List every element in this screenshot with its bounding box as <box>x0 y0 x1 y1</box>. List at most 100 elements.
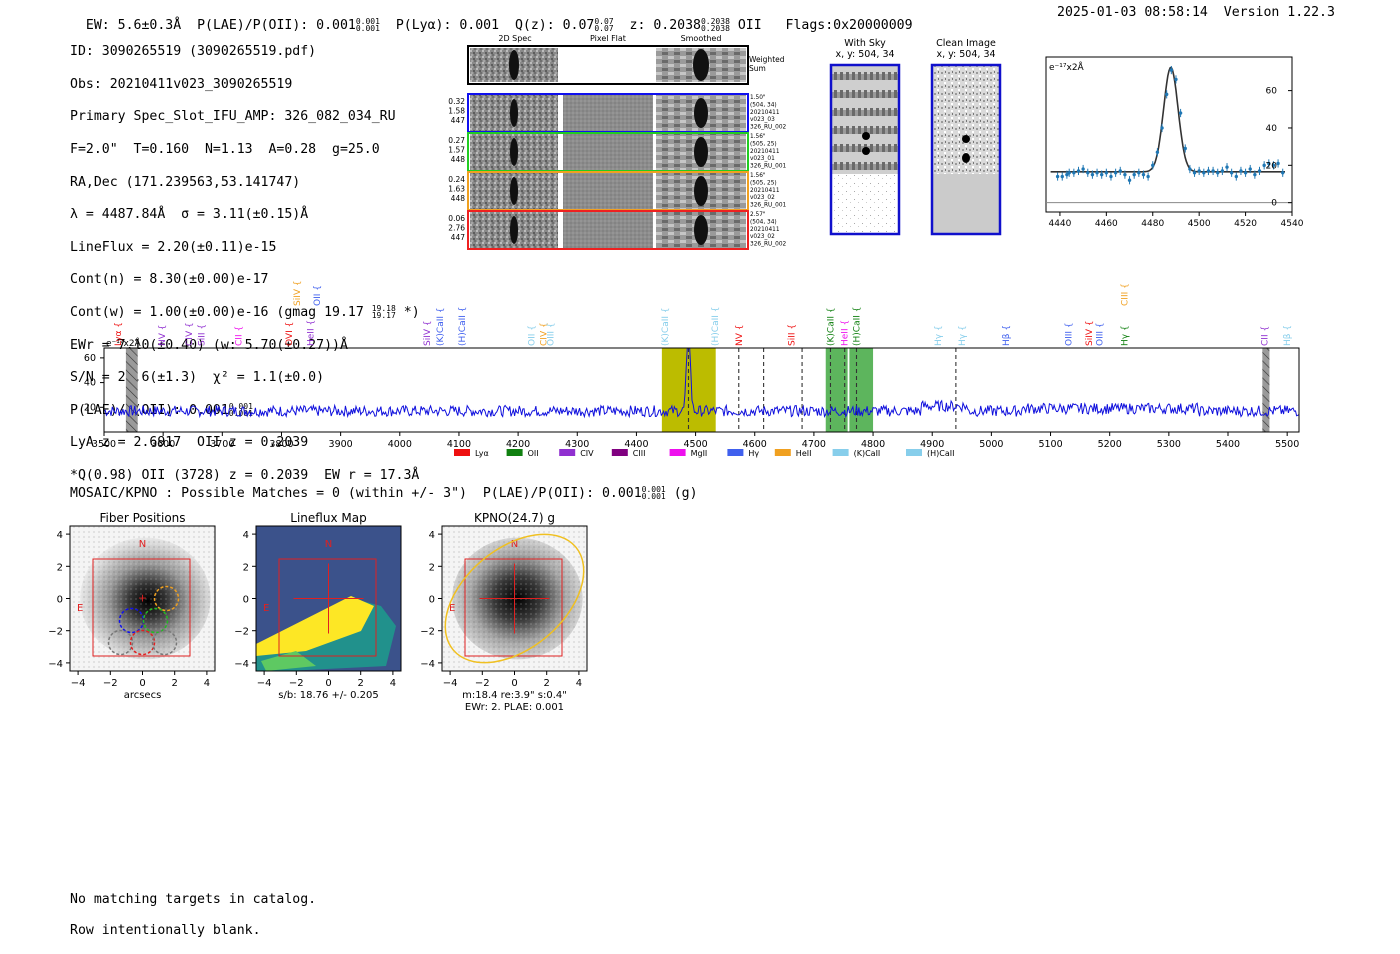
east-label: E <box>77 603 83 614</box>
header-plae-hi: 0.001 <box>355 17 380 26</box>
zoom-x-tick-label: 4480 <box>1141 219 1164 229</box>
header-version: Version 1.22.3 <box>1223 5 1335 20</box>
info-id: ID: 3090265519 (3090265519.pdf) <box>70 44 317 60</box>
mosaic-y-tick-label: 2 <box>243 562 249 573</box>
spectrum-highlight-band <box>849 348 874 432</box>
cutout-row-right-value: v023_03 <box>750 117 775 123</box>
lineflux-high-region <box>256 596 374 656</box>
cutout-row-left-value: 0.27 <box>448 136 465 145</box>
zoom-data-point <box>1243 171 1248 175</box>
mosaic-panel: Fiber Positions N E −4 −4 −2 −2 0 0 2 2 4 4 arcsecs + <box>48 511 216 701</box>
spectrum-line-label: CIV { <box>540 322 550 346</box>
cutout-emission-blob <box>510 216 518 244</box>
spectrum-line-label: (K)CaII { <box>661 307 671 346</box>
zoom-data-point <box>1160 126 1164 130</box>
zoom-data-point <box>1183 146 1187 151</box>
info-contw-lo: 19.17 <box>371 311 396 321</box>
spectrum-line-label: OVI { <box>285 322 295 346</box>
mosaic-panel-xlabel: m:18.4 re:3.9" s:0.4" <box>462 690 567 701</box>
zoom-data-point <box>1164 92 1169 97</box>
legend-label: CIV <box>580 449 594 458</box>
mosaic-panel-xlabel: s/b: 18.76 +/- 0.205 <box>278 690 378 701</box>
cutout-emission-blob-smoothed <box>694 98 708 128</box>
header-timestamp: 2025-01-03 08:58:14 <box>1057 5 1208 20</box>
spectrum-line-label: Lyα { <box>114 322 124 346</box>
header-z-line: OII <box>737 18 762 33</box>
spectrum-x-tick-label: 4400 <box>624 439 648 450</box>
header-z: z: 0.2038 <box>629 18 701 33</box>
cutout-row-right-value: 1.50" <box>750 95 766 101</box>
info-contn: Cont(n) = 8.30(±0.00)e-17 <box>70 272 269 288</box>
zoom-data-point <box>1234 174 1239 179</box>
zoom-y-tick-label: 40 <box>1266 124 1278 134</box>
spectrum-x-tick-label: 4900 <box>920 439 944 450</box>
mosaic-panel: KPNO(24.7) g N E −4 −4 −2 −2 0 0 2 2 4 4 m:18.4 re:3.… <box>420 511 588 713</box>
spectrum-line-label: (H)CaII { <box>711 307 721 347</box>
spectrum-line-label: CII { <box>1261 326 1271 346</box>
zoom-data-point <box>1151 163 1155 168</box>
weighted-sum-label-1: Weighted <box>749 55 785 64</box>
zoom-data-point <box>1267 161 1271 166</box>
legend-swatch <box>832 449 849 456</box>
cutout-row-right-value: 20210411 <box>750 188 780 194</box>
zoom-data-point <box>1090 172 1095 177</box>
mosaic-panels: Fiber Positions N E −4 −4 −2 −2 0 0 2 2 4 4 arcsecs + L… <box>48 511 588 713</box>
mosaic-x-tick-label: 4 <box>204 678 210 689</box>
cutout-row-left-value: 448 <box>451 194 466 203</box>
zoom-y-tick-label: 20 <box>1266 161 1278 171</box>
fiber-circle <box>153 585 180 612</box>
cutout-row-right-value: 326_RU_002 <box>750 242 787 248</box>
zoom-x-tick-label: 4540 <box>1281 219 1304 229</box>
mosaic-panel-title: Fiber Positions <box>99 511 185 525</box>
spectrum-line-label: SiII { <box>787 324 797 346</box>
spectrum-line-label: Hγ { <box>958 325 968 346</box>
cutout-row-left-value: 448 <box>451 155 466 164</box>
zoom-data-point <box>1109 174 1113 179</box>
zoom-spectrum-chart: e⁻¹⁷x2Å 4440 4460 4480 4500 4520 4540 0 20 40 60 <box>1045 56 1304 229</box>
legend-label: MgII <box>691 449 708 458</box>
legend-label: Hγ <box>748 449 759 458</box>
spectrum-x-tick-label: 5300 <box>1157 439 1181 450</box>
clean-image <box>930 63 1002 236</box>
header-ew: EW: 5.6±0.3Å <box>85 18 182 33</box>
cutout-row-right-value: 326_RU_001 <box>750 203 787 209</box>
zoom-data-point <box>1211 169 1215 173</box>
zoom-x-tick-label: 4520 <box>1234 219 1257 229</box>
info-lya: LyA z = 2.6917 OII z = 0.2039 <box>70 435 309 451</box>
info-contw-end: *) <box>403 305 420 321</box>
legend-swatch <box>454 449 470 456</box>
mosaic-heading: MOSAIC/KPNO : Possible Matches = 0 (with… <box>70 486 698 502</box>
mosaic-panel-title: KPNO(24.7) g <box>474 511 555 525</box>
cutout-row-right-value: 20210411 <box>750 227 780 233</box>
cutout-row-left-value: 447 <box>451 116 466 125</box>
zoom-data-point <box>1081 167 1085 171</box>
header-z-lo: 0.2038 <box>700 24 730 33</box>
mosaic-panel-xlabel-2: EWr: 2. PLAE: 0.001 <box>465 702 564 713</box>
zoom-data-point <box>1197 169 1201 173</box>
spectrum-x-tick-label: 3900 <box>329 439 353 450</box>
cutout-pixelflat <box>563 212 653 248</box>
zoom-data-point <box>1276 161 1280 166</box>
spectrum-x-tick-label: 4200 <box>506 439 530 450</box>
with-sky-title: With Sky <box>844 38 886 49</box>
mosaic-x-tick-label: 2 <box>358 678 364 689</box>
fiber-center-marker: + <box>138 592 147 605</box>
fiber-circle <box>129 629 156 656</box>
legend-swatch <box>559 449 576 456</box>
zoom-data-point <box>1146 174 1150 179</box>
spectrum-line-label: SiIV { <box>1085 320 1095 346</box>
info-params: F=2.0" T=0.160 N=1.13 A=0.28 g=25.0 <box>70 142 380 158</box>
spectrum-y-tick-label: 20 <box>84 402 96 413</box>
with-sky-xy: x, y: 504, 34 <box>835 49 894 60</box>
cutout-row-right-value: (505, 25) <box>750 141 777 147</box>
spectrum-y-tick-label: 60 <box>84 353 96 364</box>
zoom-data-point <box>1192 171 1197 175</box>
zoom-data-point <box>1123 172 1127 177</box>
zoom-data-point <box>1229 171 1234 175</box>
mosaic-x-tick-label: 4 <box>576 678 582 689</box>
cutout-row-right-value: 1.56" <box>750 134 766 140</box>
zoom-plot-content: 4440 4460 4480 4500 4520 4540 0 20 40 60 <box>1046 65 1304 229</box>
spectrum-x-tick-label: 5000 <box>979 439 1003 450</box>
